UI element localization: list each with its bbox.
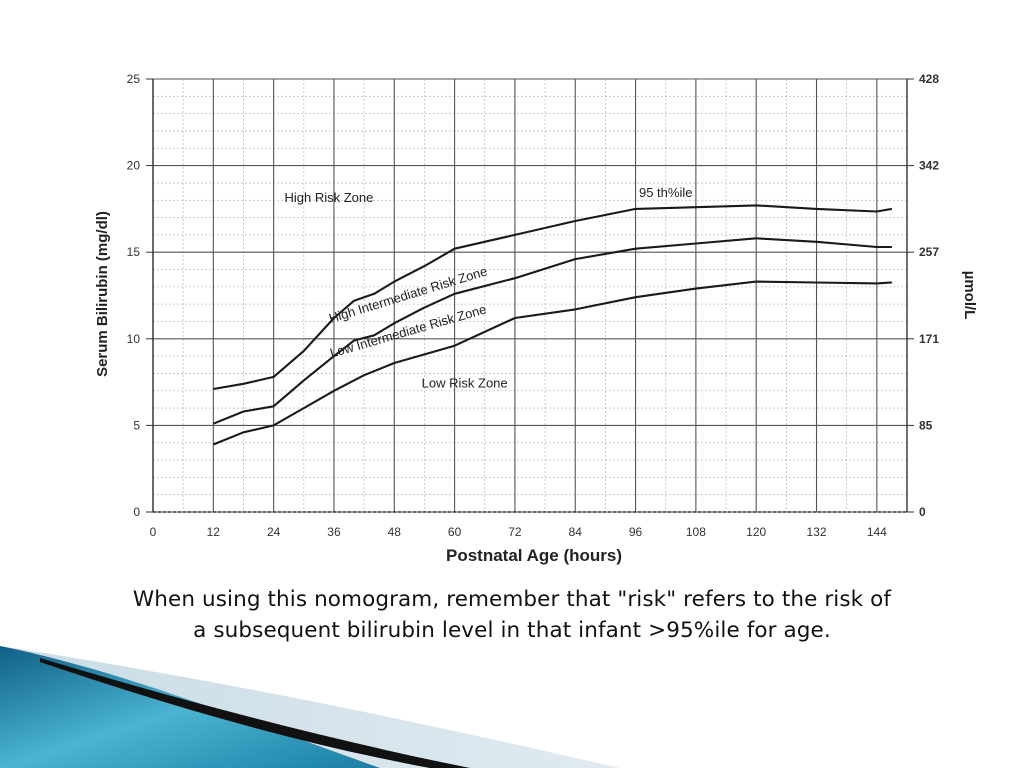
x-tick-label: 108 xyxy=(686,525,706,539)
x-tick-label: 12 xyxy=(207,525,221,539)
y-axis-label: Serum Bilirubin (mg/dl) xyxy=(94,211,111,377)
axes: 0 12 24 36 48 60 72 84 96 108 120 132 144 0 5 10 15 20 25 0… xyxy=(127,72,940,539)
x-tick-label: 132 xyxy=(807,525,827,539)
right-tick-label: 171 xyxy=(919,332,939,346)
x-tick-label: 120 xyxy=(746,525,766,539)
x-tick-label: 36 xyxy=(327,525,341,539)
y-tick-label: 25 xyxy=(127,72,141,86)
right-tick-label: 342 xyxy=(919,159,939,173)
x-tick-label: 84 xyxy=(569,525,583,539)
caption-line-1: When using this nomogram, remember that … xyxy=(132,587,892,612)
decorative-footer-swoosh xyxy=(0,646,1024,768)
right-tick-label: 428 xyxy=(919,72,939,86)
x-tick-label: 24 xyxy=(267,525,281,539)
y-tick-label: 0 xyxy=(133,505,140,519)
percentile-curve-3 xyxy=(212,280,892,446)
right-axis-unit-label: µmol/L xyxy=(961,271,978,320)
x-tick-label: 72 xyxy=(508,525,522,539)
y-tick-label: 20 xyxy=(127,159,141,173)
percentile-curve-1 xyxy=(213,204,893,391)
right-tick-label: 257 xyxy=(919,245,939,259)
slide-caption: When using this nomogram, remember that … xyxy=(40,584,984,646)
caption-line-2: a subsequent bilirubin level in that inf… xyxy=(193,618,831,643)
zone-label: Low Risk Zone xyxy=(422,375,508,390)
y-tick-label: 5 xyxy=(133,418,140,432)
right-tick-label: 0 xyxy=(919,505,926,519)
bilirubin-nomogram-chart: 0 12 24 36 48 60 72 84 96 108 120 132 144 0 5 10 15 20 25 0… xyxy=(94,72,978,565)
zone-label: High Risk Zone xyxy=(284,190,373,205)
x-tick-label: 48 xyxy=(388,525,402,539)
y-tick-label: 10 xyxy=(127,332,141,346)
x-axis-label: Postnatal Age (hours) xyxy=(446,546,622,565)
right-tick-label: 85 xyxy=(919,418,933,432)
grid-lines xyxy=(152,78,907,513)
x-tick-label: 0 xyxy=(150,525,157,539)
zone-label: 95 th%ile xyxy=(639,185,692,200)
percentile-curve-2 xyxy=(212,237,892,425)
y-tick-label: 15 xyxy=(127,245,141,259)
x-tick-label: 60 xyxy=(448,525,462,539)
percentile-curves xyxy=(212,204,893,446)
x-tick-label: 144 xyxy=(867,525,887,539)
x-tick-label: 96 xyxy=(629,525,643,539)
